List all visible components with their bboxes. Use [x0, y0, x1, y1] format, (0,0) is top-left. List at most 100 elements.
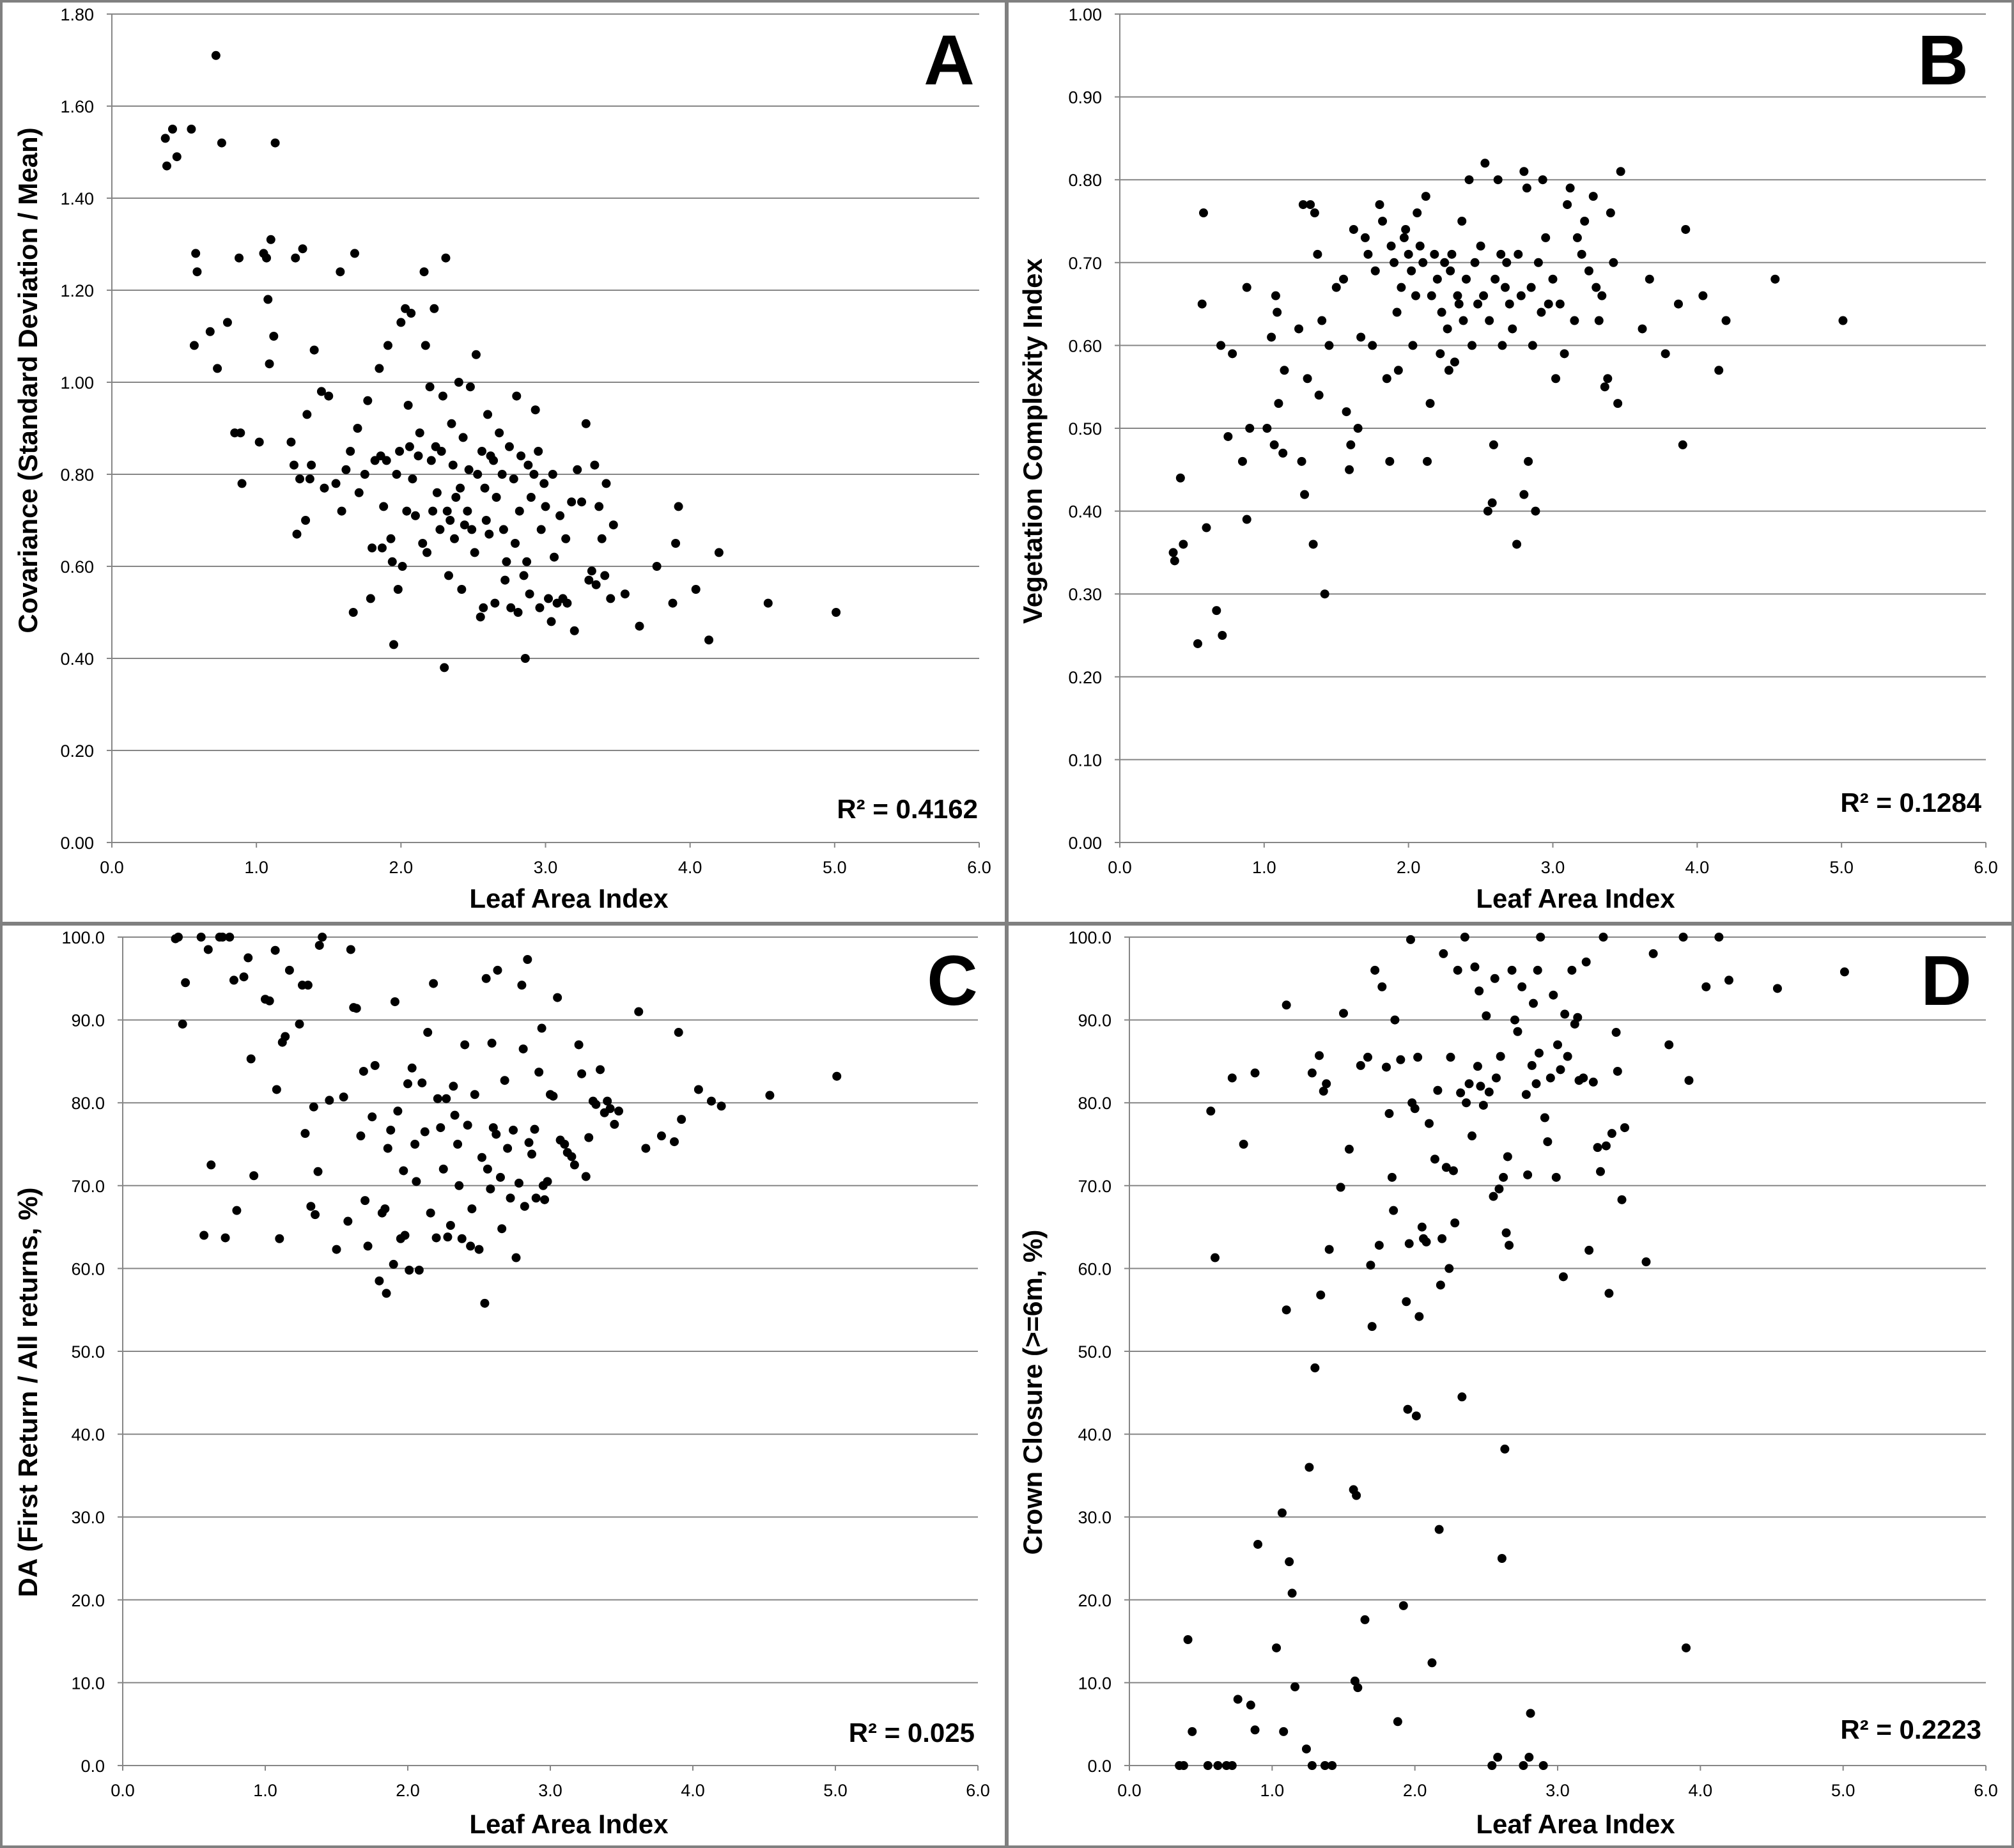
panel-a-data-point: [368, 543, 377, 553]
panel-b-data-point: [1346, 440, 1356, 449]
panel-a-data-point: [205, 327, 215, 336]
panel-c-data-point: [514, 1178, 523, 1188]
panel-b-data-point: [1616, 167, 1625, 176]
panel-b-data-point: [1310, 208, 1319, 218]
panel-c-data-point: [527, 1149, 537, 1159]
panel-c-data-point: [493, 965, 502, 975]
panel-a-data-point: [597, 534, 607, 543]
panel-b-data-point: [1544, 299, 1553, 309]
panel-a-data-point: [396, 318, 406, 327]
panel-b-data-point: [1385, 456, 1395, 466]
panel-b-data-point: [1522, 183, 1531, 193]
panel-c-data-point: [445, 1221, 455, 1231]
panel-a-data-point: [573, 465, 582, 474]
panel-c-data-point: [265, 996, 274, 1006]
panel-a-data-point: [261, 253, 271, 263]
panel-a-data-point: [187, 125, 196, 134]
panel-c-data-point: [596, 1065, 605, 1075]
panel-a-data-point: [541, 502, 550, 511]
panel-c: 0.0 10.0 20.0 30.0 40.0 50.0 60.0 70.0 80.0 90.0 1…: [0, 923, 1007, 1848]
panel-b-data-point: [1638, 324, 1647, 334]
panel-d: 0.0 10.0 20.0 30.0 40.0 50.0 60.0 70.0 80.0 90.0 1…: [1006, 923, 2014, 1848]
panel-d-data-point: [1339, 1009, 1348, 1018]
panel-b-data-point: [1179, 540, 1188, 549]
panel-b-data-point: [1721, 316, 1731, 325]
panel-d-data-point: [1436, 1280, 1445, 1290]
panel-d-data-point: [1593, 1143, 1602, 1153]
panel-a-data-point: [354, 488, 364, 497]
panel-a-data-point: [421, 341, 430, 350]
panel-b-data-point: [1714, 366, 1724, 375]
panel-d-y-tick-label: 20.0: [1078, 1591, 1112, 1610]
panel-b-data-point: [1533, 258, 1543, 267]
panel-a-y-tick-label: 1.20: [60, 281, 94, 300]
panel-c-data-point: [497, 1224, 507, 1234]
panel-a-data-point: [562, 598, 572, 608]
panel-c-data-point: [460, 1040, 470, 1050]
panel-d-data-point: [1324, 1245, 1334, 1254]
panel-a-x-axis-title: Leaf Area Index: [469, 883, 669, 913]
panel-b-data-point: [1170, 556, 1179, 566]
panel-d-data-point: [1487, 1761, 1497, 1770]
panel-c-data-point: [634, 1007, 644, 1016]
panel-b-data-point: [1436, 349, 1445, 359]
panel-c-data-point: [225, 933, 235, 942]
panel-a-data-point: [502, 557, 511, 566]
panel-b-data-point: [1485, 316, 1494, 325]
panel-d-data-point: [1450, 1218, 1460, 1228]
panel-c-data-point: [438, 1164, 448, 1174]
panel-d-data-point: [1523, 1170, 1533, 1179]
panel-c-data-point: [474, 1245, 484, 1254]
panel-d-data-point: [1206, 1106, 1216, 1116]
panel-d-data-point: [1402, 1297, 1411, 1307]
panel-d-data-point: [1543, 1137, 1553, 1147]
panel-a-data-point: [316, 387, 326, 396]
panel-c-data-point: [641, 1144, 651, 1153]
panel-c-data-point: [270, 945, 280, 955]
panel-d-data-point: [1322, 1079, 1331, 1089]
panel-a-data-point: [548, 470, 557, 479]
panel-c-data-point: [543, 1177, 552, 1186]
panel-a-data-point: [263, 295, 273, 304]
panel-d-data-point: [1445, 1264, 1454, 1273]
panel-a-data-point: [407, 309, 416, 318]
panel-b-data-point: [1314, 391, 1324, 400]
panel-c-data-point: [218, 933, 228, 942]
panel-d-data-point: [1203, 1761, 1212, 1770]
panel-d-data-point: [1584, 1245, 1594, 1255]
panel-a-x-tick-label: 2.0: [389, 858, 414, 877]
panel-b-data-point: [1491, 274, 1500, 284]
panel-d-data-point: [1556, 1065, 1565, 1075]
panel-a-data-point: [512, 391, 522, 401]
panel-d-data-point: [1363, 1052, 1372, 1062]
panel-c-data-point: [433, 1094, 442, 1103]
panel-a-data-point: [295, 474, 305, 484]
panel-d-data-point: [1272, 1643, 1282, 1652]
panel-b-data-point: [1678, 440, 1687, 449]
panel-c-data-point: [306, 1202, 316, 1211]
panel-b-data-point: [1570, 316, 1579, 325]
panel-b-data-point: [1606, 208, 1615, 218]
panel-b-data-point: [1770, 274, 1780, 284]
panel-d-data-point: [1682, 1643, 1691, 1652]
panel-a-x-tick-label: 4.0: [678, 858, 702, 877]
panel-b-x-tick-label: 6.0: [1974, 858, 1998, 877]
panel-a-y-tick-label: 1.60: [60, 97, 94, 116]
panel-a-data-point: [398, 562, 407, 571]
panel-d-data-point: [1678, 933, 1688, 942]
panel-b-data-point: [1423, 456, 1432, 466]
panel-b-data-point: [1594, 316, 1604, 325]
panel-d-data-point: [1724, 975, 1733, 985]
panel-a-border: [0, 0, 1007, 924]
panel-a-data-point: [470, 548, 479, 557]
panel-d-data-point: [1382, 1062, 1391, 1072]
panel-b-data-point: [1320, 589, 1329, 599]
panel-b-x-tick-label: 0.0: [1108, 858, 1132, 877]
panel-d-data-point: [1448, 1166, 1458, 1176]
panel-b-data-point: [1563, 200, 1572, 210]
panel-b-data-point: [1269, 440, 1279, 449]
panel-d-data-point: [1613, 1066, 1622, 1076]
panel-b-data-point: [1483, 506, 1492, 516]
panel-c-data-point: [506, 1193, 515, 1203]
